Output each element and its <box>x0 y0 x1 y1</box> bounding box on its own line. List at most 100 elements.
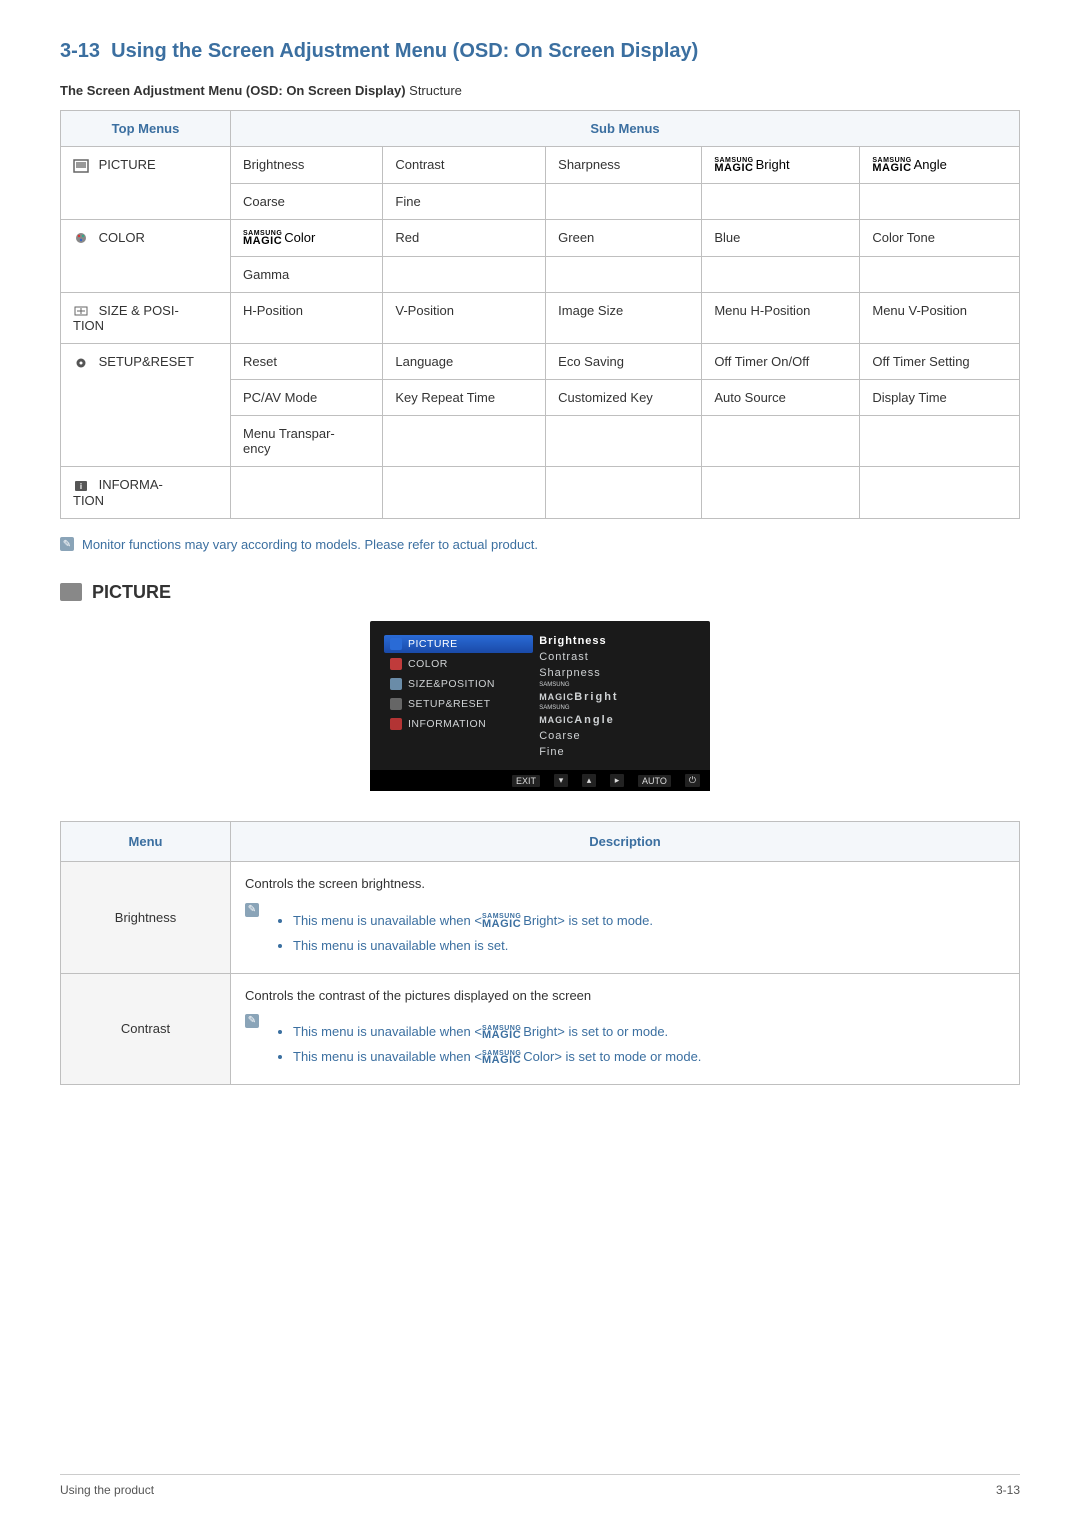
picture-title: PICTURE <box>92 582 171 603</box>
sub-menu-cell <box>383 256 546 292</box>
sub-menu-cell: V-Position <box>383 292 546 344</box>
sub-menu-cell: Blue <box>702 219 860 256</box>
th-top-menus: Top Menus <box>61 111 231 147</box>
top-menu-cell: SETUP&RESET <box>61 344 231 467</box>
sub-menu-cell: Image Size <box>546 292 702 344</box>
structure-label: The Screen Adjustment Menu (OSD: On Scre… <box>60 83 1020 98</box>
sub-menu-cell: Sharpness <box>546 147 702 184</box>
description-table: Menu Description BrightnessControls the … <box>60 821 1020 1085</box>
osd-right-item: Brightness <box>539 633 700 649</box>
table-row: COLORSAMSUNGMAGICColorRedGreenBlueColor … <box>61 219 1020 256</box>
sub-menu-cell: Menu Transpar-ency <box>231 416 383 467</box>
sub-menu-cell <box>231 467 383 519</box>
desc-note-list: This menu is unavailable when <SAMSUNGMA… <box>267 1018 701 1072</box>
osd-right-item: Fine <box>539 744 700 760</box>
picture-icon <box>60 583 82 601</box>
menu-structure-table: Top Menus Sub Menus PICTUREBrightnessCon… <box>60 110 1020 519</box>
desc-lead: Controls the contrast of the pictures di… <box>245 986 1005 1007</box>
sub-menu-cell: Menu H-Position <box>702 292 860 344</box>
table-row: i INFORMA-TION <box>61 467 1020 519</box>
sub-menu-cell <box>546 256 702 292</box>
sub-menu-cell: H-Position <box>231 292 383 344</box>
sub-menu-cell: Auto Source <box>702 380 860 416</box>
sub-menu-cell: Off Timer Setting <box>860 344 1020 380</box>
sub-menu-cell: PC/AV Mode <box>231 380 383 416</box>
table-row: SIZE & POSI-TIONH-PositionV-PositionImag… <box>61 292 1020 344</box>
desc-note-list: This menu is unavailable when <SAMSUNGMA… <box>267 907 653 961</box>
sub-menu-cell: Gamma <box>231 256 383 292</box>
osd-right-item: SAMSUNGMAGICAngle <box>539 704 700 728</box>
sub-menu-cell: SAMSUNGMAGICBright <box>702 147 860 184</box>
sub-menu-cell: Coarse <box>231 183 383 219</box>
osd-left-item: COLOR <box>384 655 533 673</box>
sub-menu-cell <box>546 416 702 467</box>
top-menu-cell: SIZE & POSI-TION <box>61 292 231 344</box>
desc-row: BrightnessControls the screen brightness… <box>61 862 1020 973</box>
desc-lead: Controls the screen brightness. <box>245 874 1005 895</box>
section-title-text: Using the Screen Adjustment Menu (OSD: O… <box>111 40 698 62</box>
desc-note-item: This menu is unavailable when <SAMSUNGMA… <box>293 911 653 932</box>
note-icon: ✎ <box>245 903 259 917</box>
top-menu-cell: PICTURE <box>61 147 231 220</box>
th-sub-menus: Sub Menus <box>231 111 1020 147</box>
sub-menu-cell <box>702 467 860 519</box>
footer-left: Using the product <box>60 1483 154 1497</box>
desc-body-cell: Controls the contrast of the pictures di… <box>231 973 1020 1084</box>
sub-menu-cell: Red <box>383 219 546 256</box>
sub-menu-cell <box>860 256 1020 292</box>
sub-menu-cell <box>383 416 546 467</box>
osd-left-item: INFORMATION <box>384 715 533 733</box>
osd-right-item: Sharpness <box>539 665 700 681</box>
desc-row: ContrastControls the contrast of the pic… <box>61 973 1020 1084</box>
osd-footer-btn: ▾ <box>554 774 568 787</box>
sub-menu-cell: Reset <box>231 344 383 380</box>
osd-right-item: Contrast <box>539 649 700 665</box>
sub-menu-cell: Fine <box>383 183 546 219</box>
osd-footer-btn: ⏻ <box>685 774 700 787</box>
top-menu-cell: COLOR <box>61 219 231 292</box>
sub-menu-cell: Eco Saving <box>546 344 702 380</box>
svg-text:i: i <box>80 482 82 491</box>
sub-menu-cell: Contrast <box>383 147 546 184</box>
th-description: Description <box>231 822 1020 862</box>
osd-footer-btn: ▸ <box>610 774 624 787</box>
desc-menu-cell: Brightness <box>61 862 231 973</box>
osd-right-item: SAMSUNGMAGICBright <box>539 681 700 705</box>
sub-menu-cell: Key Repeat Time <box>383 380 546 416</box>
sub-menu-cell <box>860 467 1020 519</box>
sub-menu-cell <box>860 416 1020 467</box>
sub-menu-cell: Brightness <box>231 147 383 184</box>
desc-body-cell: Controls the screen brightness. ✎ This men… <box>231 862 1020 973</box>
picture-subsection-heading: PICTURE <box>60 582 1020 603</box>
sub-menu-cell <box>383 467 546 519</box>
osd-screenshot: PICTURECOLORSIZE&POSITIONSETUP&RESETINFO… <box>60 621 1020 792</box>
osd-left-item: SETUP&RESET <box>384 695 533 713</box>
desc-note-item: This menu is unavailable when <SAMSUNGMA… <box>293 1022 701 1043</box>
sub-menu-cell: Color Tone <box>860 219 1020 256</box>
footer-right: 3-13 <box>996 1483 1020 1497</box>
desc-note-item: This menu is unavailable when is set. <box>293 936 653 957</box>
sub-menu-cell: Language <box>383 344 546 380</box>
osd-footer-btn: ▴ <box>582 774 596 787</box>
top-menu-cell: i INFORMA-TION <box>61 467 231 519</box>
note-text: Monitor functions may vary according to … <box>82 537 538 552</box>
osd-left-item: SIZE&POSITION <box>384 675 533 693</box>
th-menu: Menu <box>61 822 231 862</box>
osd-footer-btn: AUTO <box>638 775 671 787</box>
page-footer: Using the product 3-13 <box>60 1474 1020 1497</box>
sub-menu-cell: Off Timer On/Off <box>702 344 860 380</box>
sub-menu-cell <box>702 416 860 467</box>
sub-menu-cell: Green <box>546 219 702 256</box>
section-number: 3-13 <box>60 40 100 62</box>
osd-right-item: Coarse <box>539 728 700 744</box>
note-line: ✎ Monitor functions may vary according t… <box>60 537 1020 552</box>
sub-menu-cell <box>860 183 1020 219</box>
sub-menu-cell: Menu V-Position <box>860 292 1020 344</box>
osd-footer-btn: EXIT <box>512 775 540 787</box>
sub-menu-cell: Display Time <box>860 380 1020 416</box>
sub-menu-cell <box>546 467 702 519</box>
sub-menu-cell: SAMSUNGMAGICAngle <box>860 147 1020 184</box>
note-icon: ✎ <box>60 537 74 551</box>
sub-menu-cell: SAMSUNGMAGICColor <box>231 219 383 256</box>
section-heading: 3-13 Using the Screen Adjustment Menu (O… <box>60 40 1020 63</box>
